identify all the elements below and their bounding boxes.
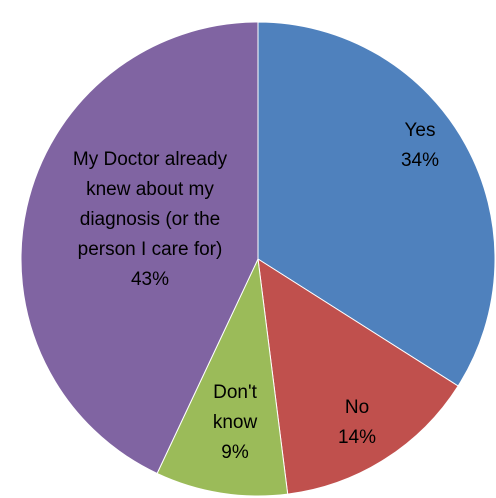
slice-label-yes: Yes 34%: [401, 120, 439, 171]
slices-layer: [20, 21, 496, 497]
pie-slice-yes: [257, 21, 496, 387]
slice-percent-label: 9%: [221, 442, 249, 463]
labels-layer: Yes 34% No 14% Don't know 9% My Doctor already k…: [73, 120, 439, 463]
slice-name-line: person I care for): [78, 239, 223, 260]
pie-slice-don-t-know: [156, 257, 289, 497]
slice-name-line: know: [213, 412, 258, 433]
slice-label-my-doctor-already: My Doctor already knew about my diagnosis …: [73, 149, 228, 290]
slice-name-line: Don't: [213, 382, 257, 403]
slice-name-line: Yes: [405, 120, 436, 141]
pie-slice-my-doctor-already: [20, 21, 259, 475]
slice-label-no: No 14%: [338, 397, 376, 448]
slice-percent-label: 34%: [401, 150, 439, 171]
slice-name-line: My Doctor already: [73, 149, 228, 170]
pie-slice-no: [257, 258, 459, 495]
slice-name-line: knew about my: [86, 179, 214, 200]
slice-percent-label: 43%: [131, 269, 169, 290]
slice-name-line: No: [345, 397, 369, 418]
slice-label-don-t-know: Don't know 9%: [213, 382, 258, 463]
slice-name-line: diagnosis (or the: [80, 209, 220, 230]
slice-percent-label: 14%: [338, 427, 376, 448]
